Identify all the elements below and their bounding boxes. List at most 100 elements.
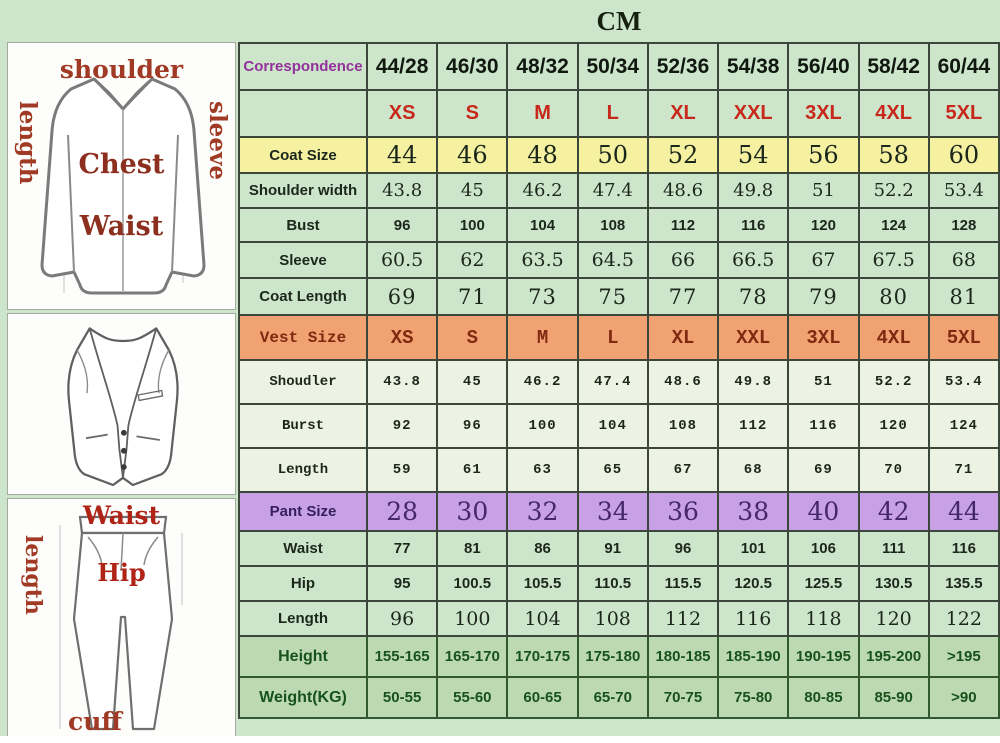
row-label: Coat Size (240, 138, 368, 174)
value-cell: 104 (508, 602, 579, 637)
row-label: Shoulder width (240, 174, 368, 209)
value-cell: 66.5 (719, 243, 790, 279)
value-cell: 51 (789, 174, 860, 209)
jacket-length-label: length (14, 101, 41, 185)
value-cell: 116 (719, 602, 790, 637)
table-row-pant-size: Pant Size 28 30 32 34 36 38 40 42 44 (240, 493, 1000, 532)
value-cell: 125.5 (789, 567, 860, 602)
value-cell: XXL (719, 91, 790, 138)
value-cell: 32 (508, 493, 579, 532)
value-cell: 63.5 (508, 243, 579, 279)
row-label: Burst (240, 405, 368, 449)
value-cell: 175-180 (578, 637, 649, 678)
value-cell: 45 (438, 174, 509, 209)
value-cell: XS (368, 91, 439, 138)
row-label: Coat Length (240, 279, 368, 316)
value-cell: 3XL (789, 91, 860, 138)
value-cell: L (578, 91, 649, 138)
value-cell: 50-55 (368, 678, 439, 719)
value-cell: 108 (578, 209, 649, 243)
value-cell: 77 (648, 279, 720, 316)
value-cell: 30 (438, 493, 509, 532)
row-label: Weight(KG) (240, 678, 368, 719)
jacket-chest-label: Chest (78, 149, 165, 180)
value-cell: 5XL (929, 91, 1000, 138)
value-cell: 68 (929, 243, 1000, 279)
value-cell: 70-75 (648, 678, 720, 719)
jacket-sketch (40, 77, 206, 295)
value-cell: 130.5 (859, 567, 930, 602)
value-cell: 49.8 (719, 361, 790, 405)
value-cell: 62 (438, 243, 509, 279)
pants-hip-label: Hip (97, 558, 146, 587)
value-cell: 116 (789, 405, 860, 449)
table-row-correspondence: Correspondence 44/28 46/30 48/32 50/34 52/36 5… (240, 44, 1000, 91)
value-cell: 80-85 (789, 678, 860, 719)
value-cell: 124 (929, 405, 1000, 449)
value-cell: 96 (368, 209, 439, 243)
jacket-sleeve-label: sleeve (204, 101, 231, 180)
value-cell: 34 (578, 493, 649, 532)
value-cell: 75-80 (719, 678, 790, 719)
value-cell: 120.5 (719, 567, 790, 602)
value-cell: 112 (648, 209, 720, 243)
value-cell: 124 (859, 209, 930, 243)
value-cell: S (438, 91, 509, 138)
table-row-shoudler: Shoudler 43.8 45 46.2 47.4 48.6 49.8 51 52.2 53.4 (240, 361, 1000, 405)
row-label: Vest Size (240, 316, 368, 361)
value-cell: 54/38 (719, 44, 790, 91)
jacket-waist-label: Waist (79, 211, 164, 242)
table-row-burst: Burst 92 96 100 104 108 112 116 120 124 (240, 405, 1000, 449)
table-row-coat-length: Coat Length 69 71 73 75 77 78 79 80 81 (240, 279, 1000, 316)
value-cell: 112 (719, 405, 790, 449)
row-label: Waist (240, 532, 368, 567)
value-cell: 38 (719, 493, 790, 532)
value-cell: 60.5 (368, 243, 439, 279)
value-cell: XL (648, 316, 720, 361)
value-cell: 165-170 (438, 637, 509, 678)
value-cell: 108 (578, 602, 649, 637)
diagram-column: shoulder length sleeve Chest Waist (0, 42, 238, 736)
table-row-coat-size: Coat Size 44 46 48 50 52 54 56 58 60 (240, 138, 1000, 174)
jacket-diagram: shoulder length sleeve Chest Waist (7, 42, 236, 310)
table-row-height: Height 155-165 165-170 170-175 175-180 180-18… (240, 637, 1000, 678)
value-cell: 59 (368, 449, 439, 493)
value-cell: XXL (719, 316, 790, 361)
value-cell: 80 (859, 279, 930, 316)
value-cell: 52/36 (648, 44, 720, 91)
row-label: Sleeve (240, 243, 368, 279)
value-cell: 81 (438, 532, 509, 567)
value-cell: >90 (929, 678, 1000, 719)
value-cell: 43.8 (368, 361, 439, 405)
value-cell: 180-185 (648, 637, 720, 678)
value-cell: 46/30 (438, 44, 509, 91)
value-cell: 85-90 (859, 678, 930, 719)
value-cell: 44/28 (368, 44, 439, 91)
table-row-sizes: XS S M L XL XXL 3XL 4XL 5XL (240, 91, 1000, 138)
value-cell: 79 (789, 279, 860, 316)
value-cell: 58 (859, 138, 930, 174)
value-cell: 100 (508, 405, 579, 449)
value-cell: 48.6 (648, 174, 720, 209)
unit-title: CM (596, 5, 642, 36)
value-cell: 51 (789, 361, 860, 405)
value-cell: 56 (789, 138, 860, 174)
value-cell: 120 (859, 405, 930, 449)
value-cell: 53.4 (929, 174, 1000, 209)
value-cell: 5XL (929, 316, 1000, 361)
value-cell: XL (648, 91, 720, 138)
jacket-shoulder-label: shoulder (59, 55, 184, 84)
value-cell: 68 (719, 449, 790, 493)
value-cell: 48 (508, 138, 579, 174)
value-cell: 104 (508, 209, 579, 243)
value-cell: 116 (929, 532, 1000, 567)
value-cell: 67 (789, 243, 860, 279)
row-label: Bust (240, 209, 368, 243)
row-label (240, 91, 368, 138)
pants-length-label: length (20, 535, 46, 615)
value-cell: 49.8 (719, 174, 790, 209)
pants-sketch (59, 515, 183, 731)
value-cell: 92 (368, 405, 439, 449)
value-cell: 48.6 (648, 361, 720, 405)
value-cell: 106 (789, 532, 860, 567)
